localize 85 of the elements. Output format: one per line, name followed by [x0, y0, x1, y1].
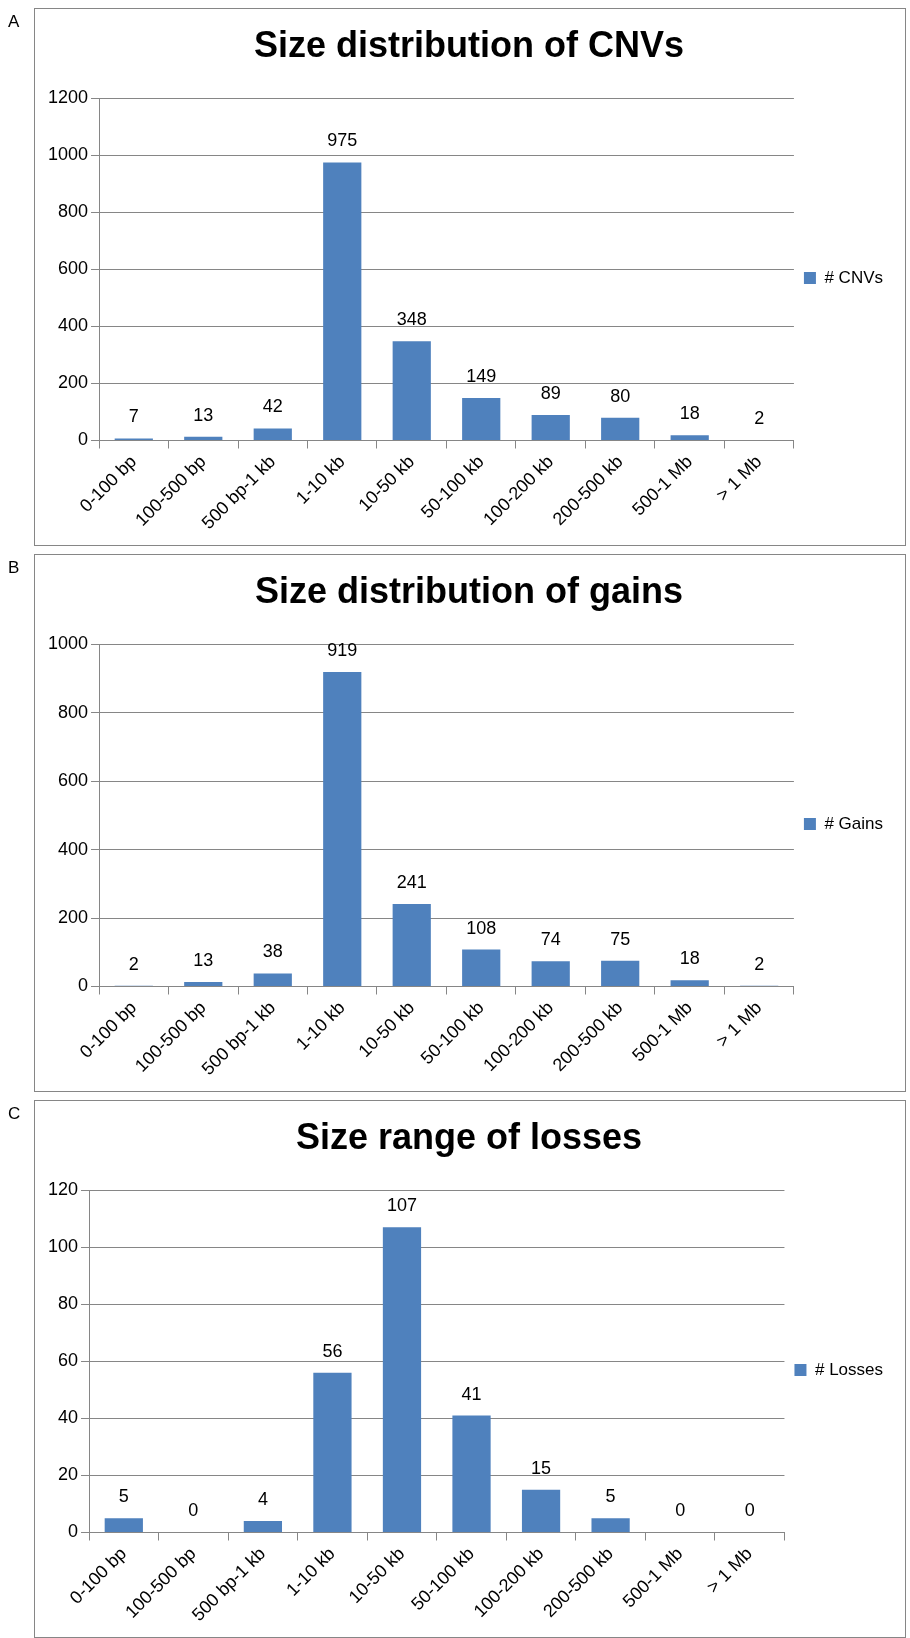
- data-label: 89: [540, 383, 561, 404]
- data-label: 2: [128, 953, 139, 974]
- y-tick-label: 40: [58, 1407, 79, 1428]
- bar: [392, 341, 431, 440]
- data-label: 2: [754, 953, 765, 974]
- data-label: 4: [257, 1489, 268, 1510]
- y-tick-label: 20: [58, 1464, 79, 1485]
- data-label: 13: [193, 950, 214, 971]
- y-tick-label: 1000: [48, 633, 89, 654]
- chart-title: Size range of losses: [295, 1115, 643, 1157]
- data-label: 74: [540, 929, 561, 950]
- data-label: 42: [262, 396, 283, 417]
- data-label: 56: [322, 1340, 343, 1361]
- data-label: 75: [610, 928, 631, 949]
- y-tick-label: 1000: [48, 144, 89, 165]
- bar: [184, 436, 223, 440]
- bar: [184, 982, 223, 986]
- data-label: 0: [744, 1500, 755, 1521]
- y-tick-label: 60: [58, 1350, 79, 1371]
- data-label: 18: [679, 403, 700, 424]
- y-tick-label: 600: [58, 770, 89, 791]
- y-tick-label: 200: [58, 907, 89, 928]
- bar: [531, 961, 570, 986]
- data-label: 107: [386, 1195, 417, 1216]
- data-label: 241: [396, 871, 427, 892]
- x-tick-label: > 1 Mb: [702, 1543, 757, 1597]
- data-label: 108: [466, 917, 497, 938]
- bar: [313, 1372, 352, 1532]
- bar: [392, 904, 431, 986]
- chart-title: Size distribution of gains: [254, 569, 684, 611]
- bar: [253, 973, 292, 986]
- legend-label: # CNVs: [824, 267, 884, 287]
- legend-label: # Losses: [814, 1359, 884, 1379]
- y-tick-label: 400: [58, 838, 89, 859]
- bar: [601, 960, 640, 986]
- bar: [462, 949, 501, 986]
- data-label: 348: [396, 309, 427, 330]
- bar: [670, 980, 709, 986]
- y-tick-label: 200: [58, 372, 89, 393]
- data-label: 149: [466, 365, 497, 386]
- text: C: [8, 1104, 21, 1124]
- y-tick-label: 0: [78, 429, 89, 450]
- bar: [462, 398, 501, 440]
- y-tick-label: 0: [78, 975, 89, 996]
- data-label: 919: [327, 639, 358, 660]
- bar: [452, 1415, 491, 1532]
- legend-label: # Gains: [824, 813, 884, 833]
- bar: [323, 162, 362, 440]
- bar: [104, 1518, 143, 1532]
- y-tick-label: 120: [47, 1179, 79, 1200]
- data-label: 15: [531, 1457, 552, 1478]
- y-tick-label: 100: [47, 1236, 79, 1257]
- bar: [382, 1227, 422, 1532]
- data-label: 41: [461, 1383, 482, 1404]
- data-label: 5: [118, 1486, 129, 1507]
- x-tick-label: > 1 Mb: [712, 451, 766, 505]
- data-label: 975: [327, 130, 358, 151]
- bar: [531, 415, 570, 440]
- data-label: 80: [610, 385, 631, 406]
- data-label: 5: [605, 1486, 616, 1507]
- x-tick-label: > 1 Mb: [712, 997, 766, 1051]
- bar: [591, 1518, 630, 1532]
- bar: [243, 1521, 283, 1532]
- text: B: [8, 558, 20, 578]
- chart-title: Size distribution of CNVs: [253, 23, 685, 65]
- data-label: 38: [262, 941, 283, 962]
- y-tick-label: 80: [58, 1293, 79, 1314]
- bar: [253, 428, 292, 440]
- text: A: [8, 12, 20, 32]
- data-label: 0: [188, 1500, 199, 1521]
- y-tick-label: 0: [68, 1521, 79, 1542]
- data-label: 7: [128, 406, 139, 427]
- data-label: 0: [675, 1500, 686, 1521]
- y-tick-label: 800: [58, 201, 89, 222]
- y-tick-label: 800: [58, 701, 89, 722]
- data-label: 13: [193, 404, 214, 425]
- bar: [521, 1489, 561, 1532]
- bar: [601, 417, 640, 440]
- bar: [670, 435, 709, 440]
- bar: [323, 671, 362, 986]
- y-tick-label: 1200: [48, 87, 89, 108]
- y-tick-label: 600: [58, 258, 89, 279]
- y-tick-label: 400: [58, 315, 89, 336]
- data-label: 2: [754, 407, 765, 428]
- data-label: 18: [679, 948, 700, 969]
